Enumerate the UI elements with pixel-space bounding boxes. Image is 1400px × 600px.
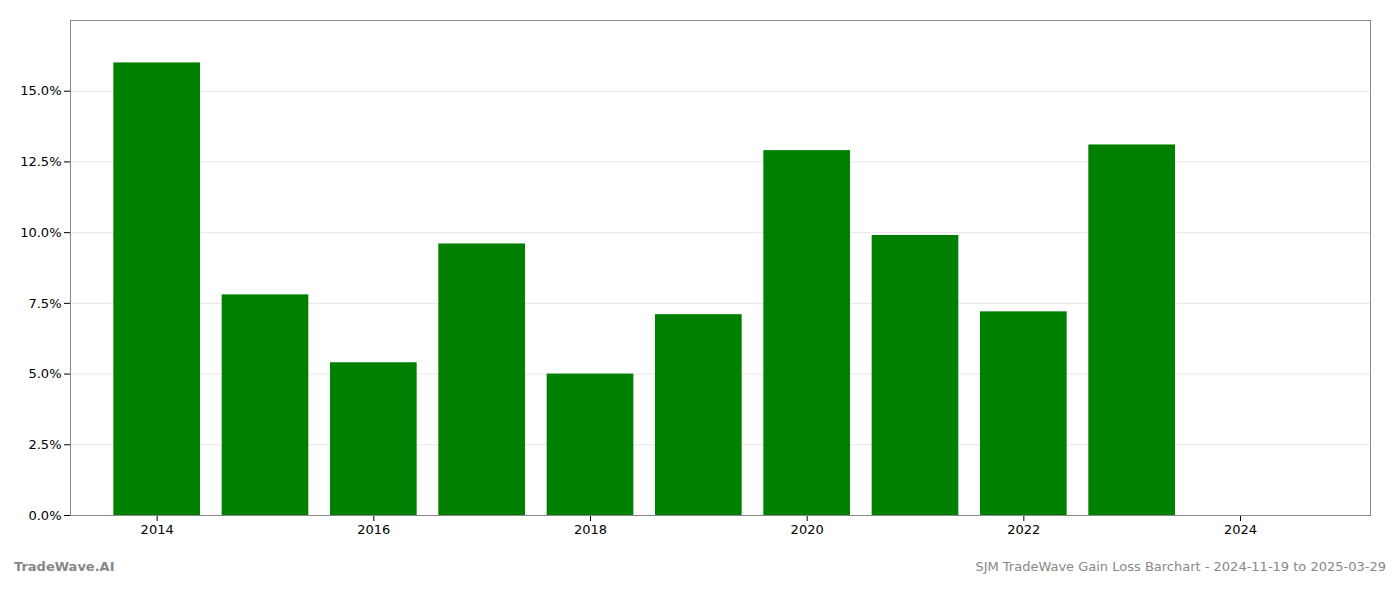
- svg-text:15.0%: 15.0%: [20, 83, 61, 98]
- svg-text:12.5%: 12.5%: [20, 154, 61, 169]
- svg-text:2016: 2016: [357, 522, 390, 537]
- svg-text:0.0%: 0.0%: [28, 508, 61, 523]
- svg-text:2024: 2024: [1224, 522, 1257, 537]
- svg-text:7.5%: 7.5%: [28, 296, 61, 311]
- svg-text:10.0%: 10.0%: [20, 225, 61, 240]
- html-text:SJM TradeWave Gain Loss Barcha: SJM TradeWave Gain Loss Barchart - 2024-…: [975, 559, 1386, 574]
- svg-text:2.5%: 2.5%: [28, 437, 61, 452]
- html-text:TradeWave.AI: TradeWave.AI: [14, 559, 115, 574]
- svg-text:2020: 2020: [791, 522, 824, 537]
- svg-text:5.0%: 5.0%: [28, 366, 61, 381]
- svg-text:2018: 2018: [574, 522, 607, 537]
- svg-text:2022: 2022: [1007, 522, 1040, 537]
- svg-text:2014: 2014: [141, 522, 174, 537]
